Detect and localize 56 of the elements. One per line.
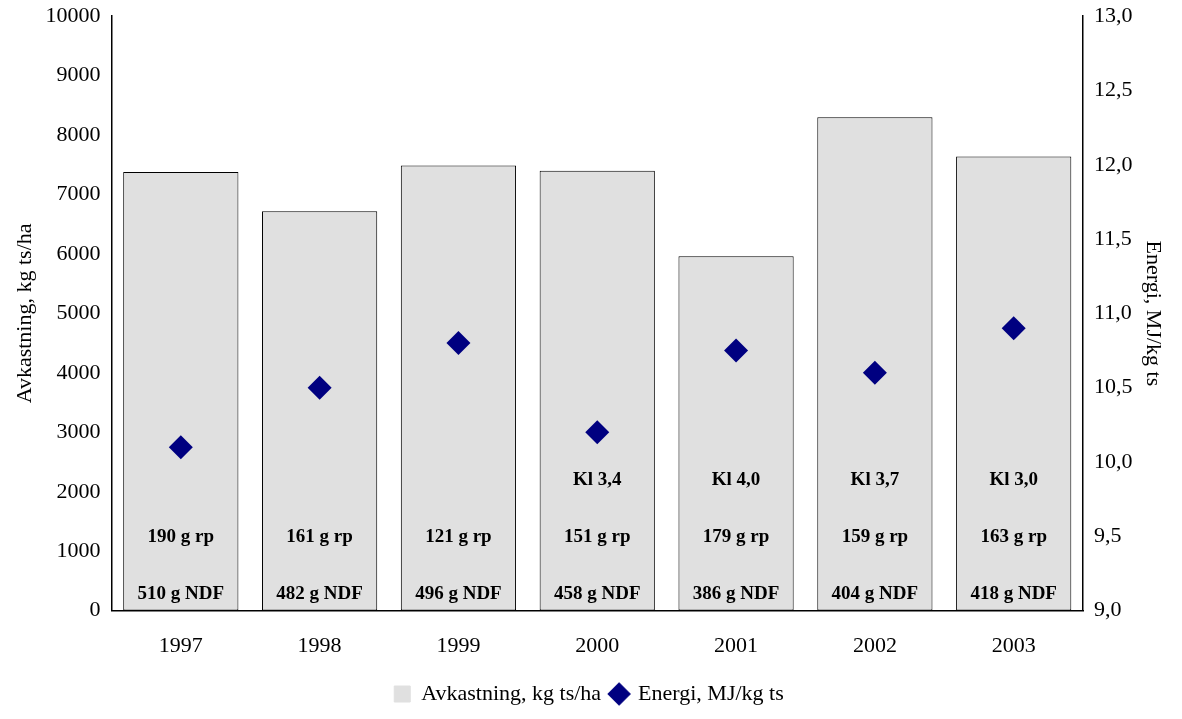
y-tick-label: 1000 (56, 536, 101, 562)
y2-tick-label: 10,0 (1094, 447, 1133, 473)
point (307, 375, 332, 400)
annotation: 163 g rp (980, 524, 1047, 546)
x-tick-label: 1997 (158, 631, 203, 657)
y-tick-label: 5000 (56, 299, 101, 325)
annotation: 496 g NDF (415, 581, 502, 603)
y-tick-label: 4000 (56, 358, 101, 384)
annotation: 482 g NDF (276, 581, 363, 603)
annotation: 190 g rp (147, 524, 215, 546)
x-tick-label: 2000 (575, 631, 620, 657)
y-tick-label: 6000 (56, 239, 101, 265)
annotation: Kl 4,0 (711, 467, 761, 489)
point (724, 338, 749, 363)
legend-label: Energi, MJ/kg ts (638, 679, 784, 705)
point (585, 420, 610, 445)
point (1001, 316, 1026, 341)
y2-axis-title: Energi, MJ/kg ts (1142, 240, 1168, 387)
annotation: Kl 3,0 (989, 467, 1038, 489)
legend-label: Avkastning, kg ts/ha (421, 679, 602, 705)
annotation: 179 g rp (702, 524, 770, 546)
annotation: 159 g rp (841, 524, 909, 546)
y2-tick-label: 13,0 (1094, 1, 1133, 27)
annotation: 510 g NDF (137, 581, 225, 603)
annotation: Kl 3,4 (572, 467, 623, 489)
y2-tick-label: 12,5 (1094, 76, 1133, 102)
x-tick-label: 2003 (991, 631, 1036, 657)
y-tick-label: 3000 (56, 418, 101, 444)
annotation: 161 g rp (286, 524, 353, 546)
annotation: 404 g NDF (831, 581, 919, 603)
y-tick-label: 0 (89, 596, 101, 622)
y2-tick-label: 10,5 (1094, 373, 1133, 399)
y-tick-label: 8000 (56, 120, 101, 146)
y2-tick-label: 9,5 (1094, 522, 1122, 548)
y-axis-title: Avkastning, kg ts/ha (10, 223, 36, 404)
y-tick-label: 10000 (45, 1, 101, 27)
y-tick-label: 9000 (56, 61, 101, 87)
point (168, 435, 193, 460)
point (862, 360, 887, 385)
annotation: 151 g rp (564, 524, 631, 546)
y-tick-label: 2000 (56, 477, 101, 503)
y2-tick-label: 9,0 (1094, 596, 1122, 622)
annotation: 386 g NDF (692, 581, 780, 603)
x-tick-label: 2001 (714, 631, 759, 657)
point (446, 331, 471, 356)
annotation: Kl 3,7 (850, 467, 900, 489)
y2-tick-label: 11,0 (1094, 299, 1132, 325)
annotation: 121 g rp (425, 524, 492, 546)
y2-tick-label: 11,5 (1094, 224, 1132, 250)
x-tick-label: 2002 (852, 631, 897, 657)
annotation: 458 g NDF (553, 581, 641, 603)
x-tick-label: 1999 (436, 631, 481, 657)
y2-tick-label: 12,0 (1094, 150, 1133, 176)
annotation: 418 g NDF (970, 581, 1057, 603)
y-tick-label: 7000 (56, 180, 101, 206)
x-tick-label: 1998 (297, 631, 342, 657)
